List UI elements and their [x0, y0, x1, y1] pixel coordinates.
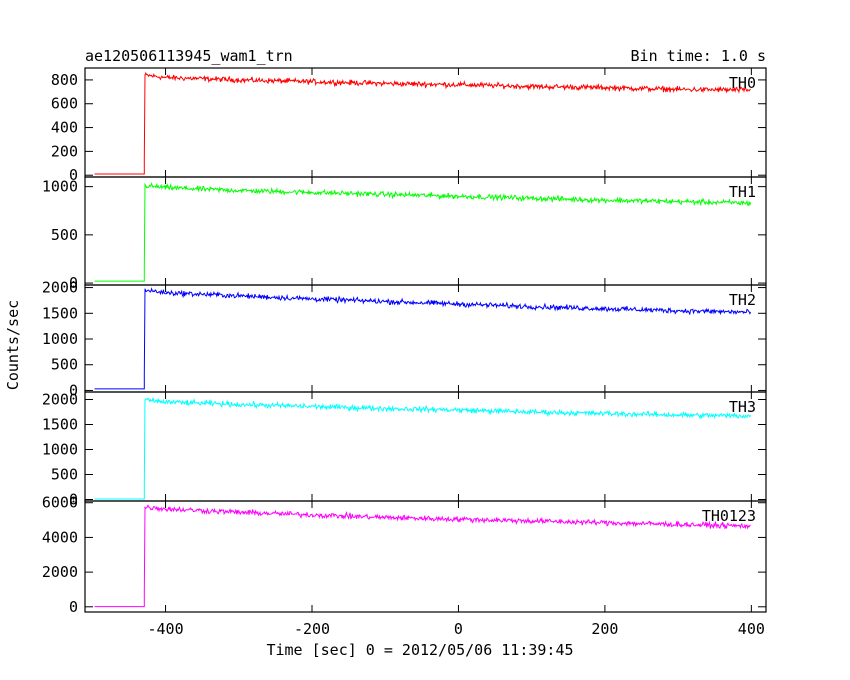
- chart-title: ae120506113945_wam1_trn: [85, 47, 293, 65]
- series-th3: [94, 397, 752, 500]
- ytick-label-th0: 400: [51, 119, 78, 137]
- ytick-label-th2: 500: [51, 356, 78, 374]
- panel-label-th3: TH3: [729, 398, 756, 416]
- panels-group: 0 200 400 600 800 TH0 0 500 1000 TH1 0 500 1000 1500 2…: [42, 67, 767, 638]
- ytick-label-th3: 0: [69, 491, 78, 509]
- ytick-label-th0: 600: [51, 95, 78, 113]
- ytick-label-th3: 2000: [42, 391, 78, 409]
- ytick-label-th0: 0: [69, 166, 78, 184]
- panel-label-th0: TH0: [729, 74, 756, 92]
- series-th1: [94, 182, 752, 282]
- xtick-label: 0: [454, 620, 463, 638]
- xtick-label: -200: [294, 620, 330, 638]
- ytick-label-th2: 0: [69, 381, 78, 399]
- ytick-label-th0123: 6000: [42, 494, 78, 512]
- panel-frame-th2: [84, 284, 767, 393]
- y-axis-label: Counts/sec: [4, 300, 22, 390]
- xtick-label: -400: [147, 620, 183, 638]
- panel-label-th1: TH1: [729, 183, 756, 201]
- series-th2: [94, 287, 752, 390]
- ytick-label-th0123: 4000: [42, 528, 78, 546]
- panel-frame-th1: [84, 176, 767, 286]
- ytick-label-th0: 800: [51, 71, 78, 89]
- ytick-label-th1: 0: [69, 274, 78, 292]
- panel-frame-th0123: [84, 500, 767, 613]
- xtick-label: 400: [738, 620, 765, 638]
- x-axis-label: Time [sec] 0 = 2012/05/06 11:39:45: [266, 641, 573, 659]
- ytick-label-th1: 1000: [42, 178, 78, 196]
- series-th0: [94, 71, 751, 175]
- ytick-label-th1: 500: [51, 226, 78, 244]
- series-th0123: [94, 504, 751, 608]
- ytick-label-th0123: 0: [69, 598, 78, 616]
- ytick-label-th2: 2000: [42, 279, 78, 297]
- panel-label-th2: TH2: [729, 291, 756, 309]
- panel-label-th0123: TH0123: [702, 507, 756, 525]
- ytick-label-th3: 1500: [42, 416, 78, 434]
- ytick-label-th3: 500: [51, 466, 78, 484]
- ytick-label-th0: 200: [51, 142, 78, 160]
- ytick-label-th2: 1500: [42, 304, 78, 322]
- xtick-label: 200: [591, 620, 618, 638]
- ytick-label-th0123: 2000: [42, 563, 78, 581]
- ytick-label-th3: 1000: [42, 441, 78, 459]
- ytick-label-th2: 1000: [42, 330, 78, 348]
- bin-time-label: Bin time: 1.0 s: [631, 47, 766, 65]
